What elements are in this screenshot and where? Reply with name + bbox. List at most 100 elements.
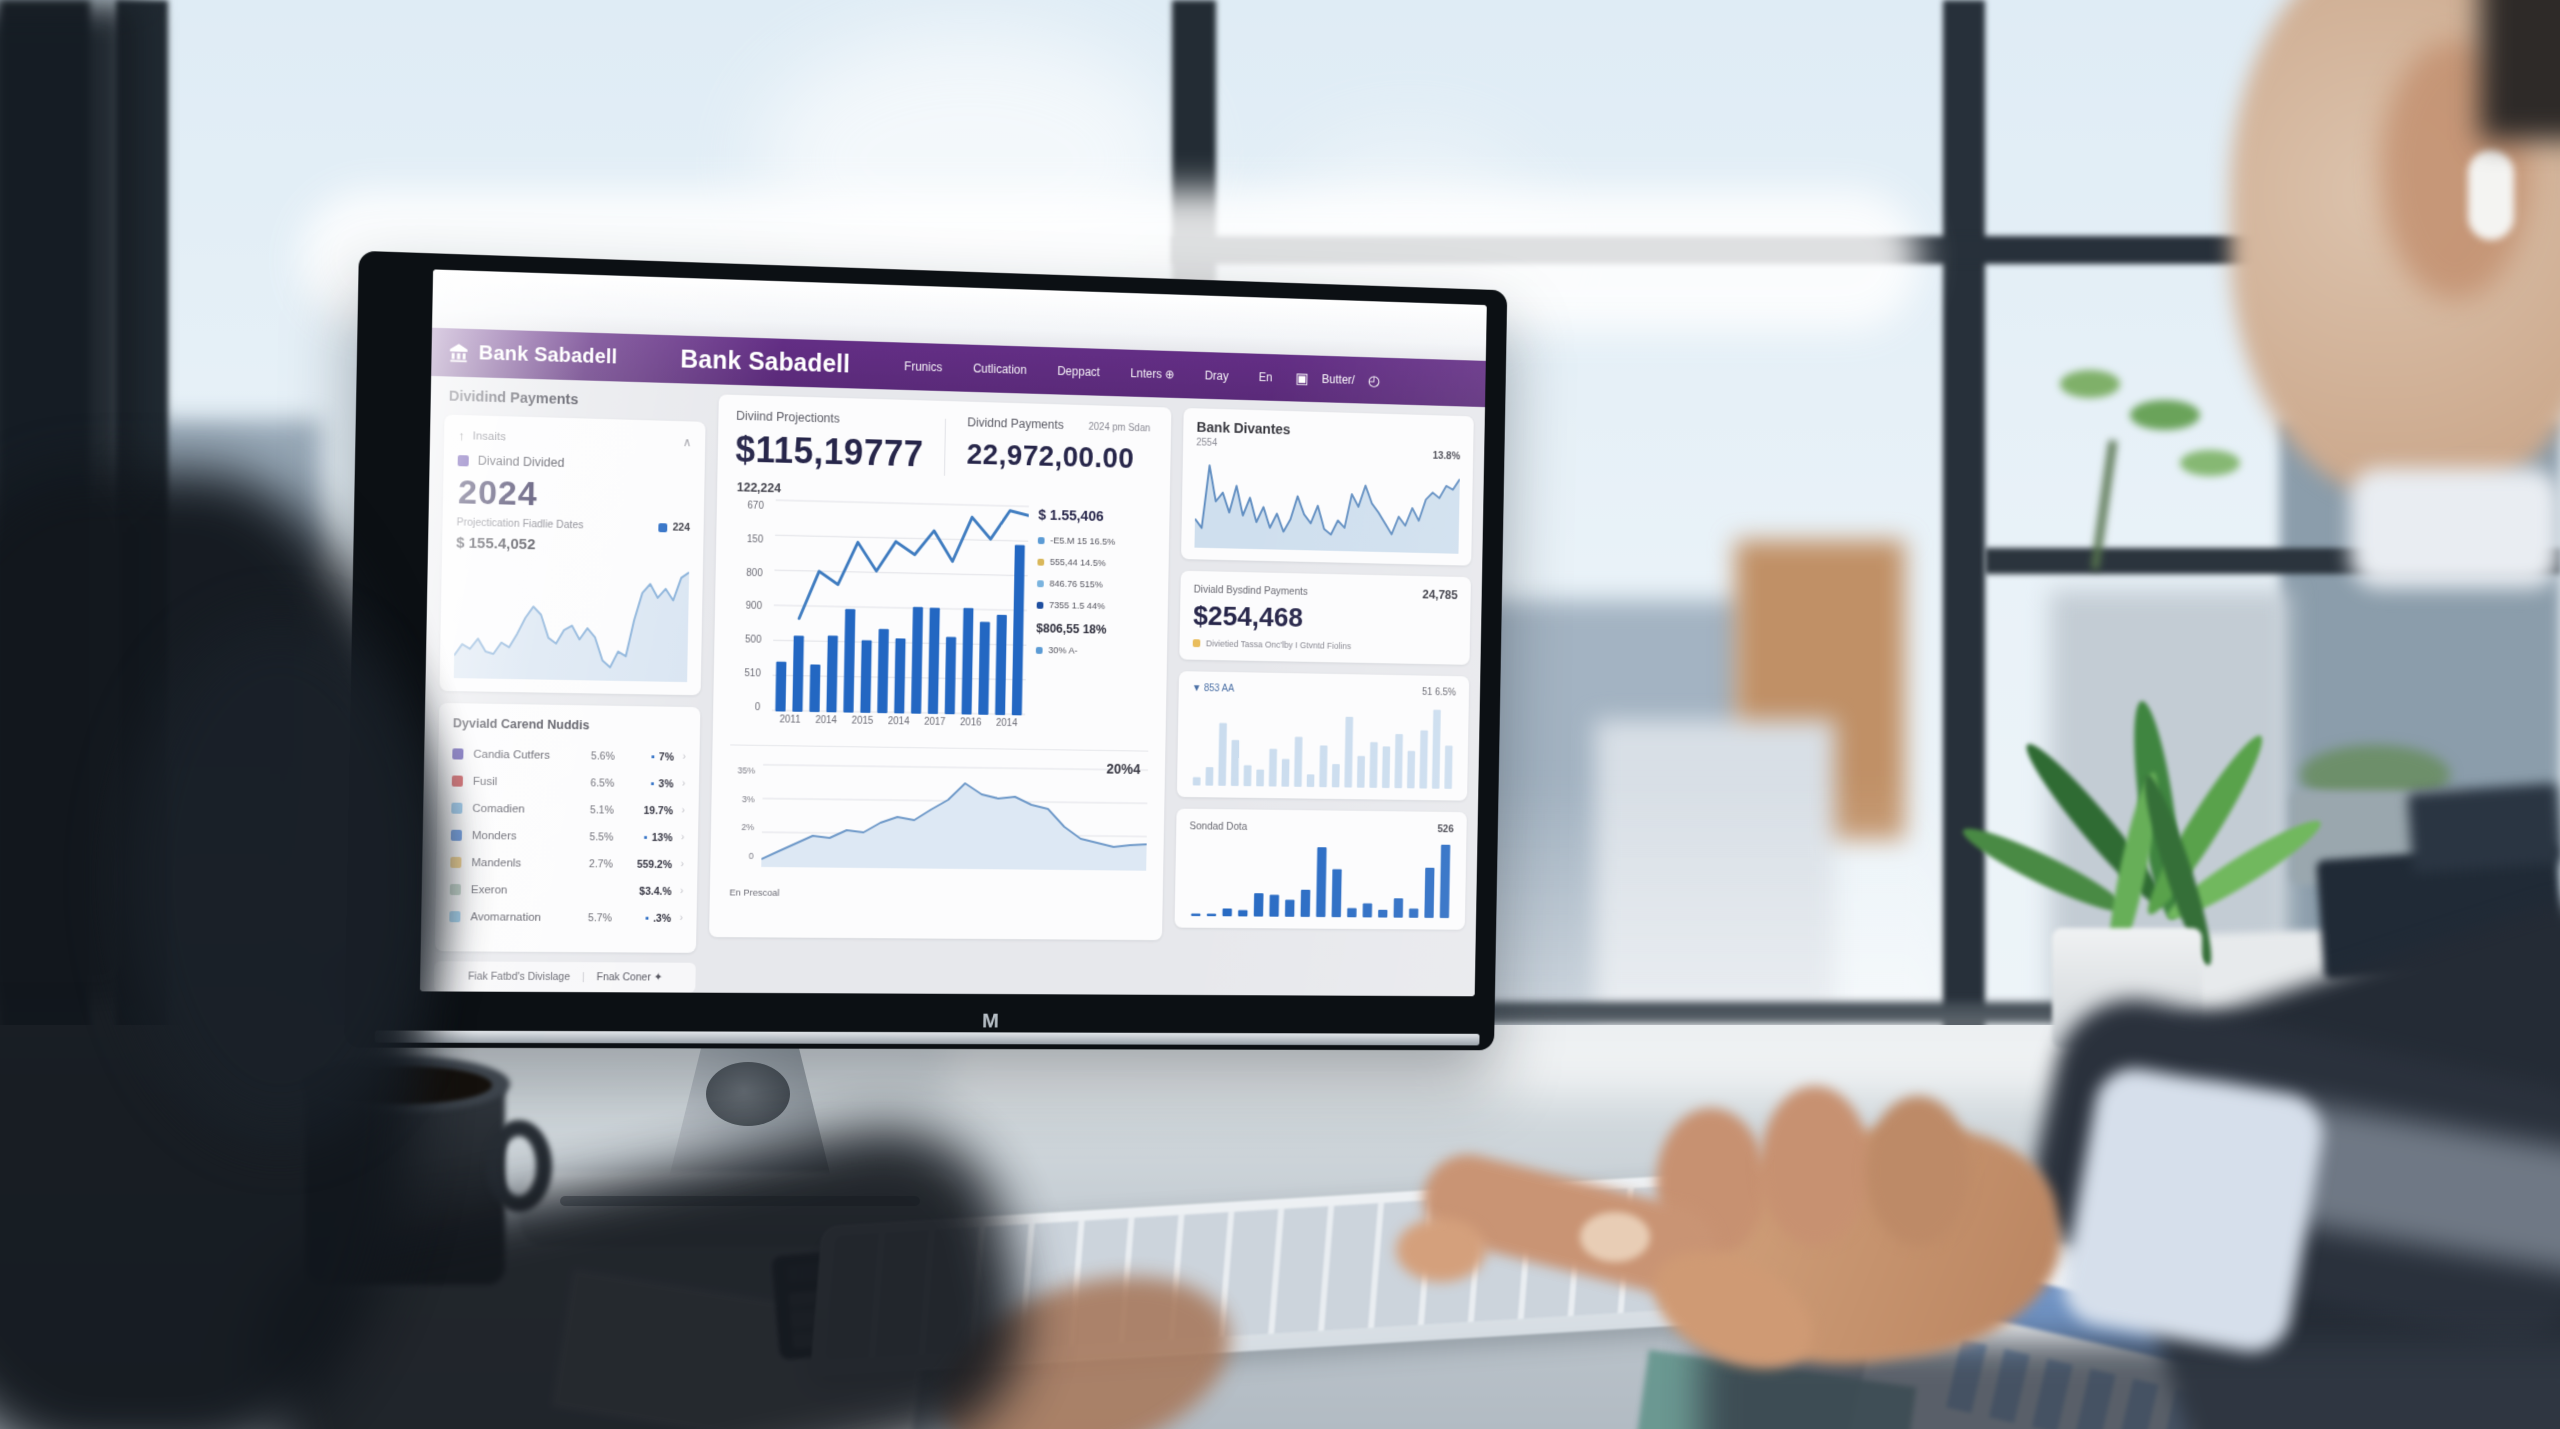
main-nav: Frunics Cutlication Deppact Lnters ⊕ Dray En <box>904 359 1272 384</box>
kpi-payments: Dividnd Payments 2024 pm Sdan 22,972,00.… <box>966 415 1150 476</box>
user-label[interactable]: Butter/ <box>1321 372 1355 387</box>
chevron-right-icon[interactable]: › <box>679 886 684 898</box>
card-title: Diviald Bysdind Payments <box>1193 583 1308 598</box>
page-title: Dividind Payments <box>448 388 579 409</box>
stat-text: 30% A- <box>1048 645 1078 657</box>
sidebar: Dividind Payments ↑ Insaits ∧ Divaind Di… <box>433 386 706 993</box>
holding-label: Avomarnation <box>470 910 542 924</box>
y-tick: 35% <box>737 765 756 776</box>
fingernail <box>1580 1212 1650 1262</box>
holdings-row[interactable]: Exeron $3.4.% › <box>449 876 684 905</box>
chevron-right-icon[interactable]: › <box>681 778 686 790</box>
holding-label: Comadien <box>472 802 525 816</box>
chevron-right-icon[interactable]: › <box>681 805 685 817</box>
stat-dot-icon <box>1037 558 1045 566</box>
chevron-right-icon[interactable]: › <box>679 912 683 924</box>
divantes-sparkline[interactable] <box>1194 454 1460 554</box>
nav-item[interactable]: En <box>1258 370 1273 385</box>
holding-label: Candia Cutfers <box>473 748 551 762</box>
card-value: $254,468 <box>1192 600 1304 633</box>
x-tick: 2014 <box>995 717 1018 730</box>
dividend-area-chart <box>453 560 689 683</box>
holdings-row[interactable]: Monders 5.5% ▪ 13% › <box>450 822 685 852</box>
y-tick: 800 <box>746 567 763 579</box>
collapse-chevron-icon[interactable]: ∧ <box>682 434 692 449</box>
light-bar-chart[interactable] <box>1190 702 1456 789</box>
holding-change: ▪ .3% <box>612 912 671 924</box>
forecast-caption: En Prescoal <box>729 887 780 899</box>
y-tick: 670 <box>747 500 764 512</box>
chevron-right-icon[interactable]: › <box>680 832 685 844</box>
change-value: 19.7% <box>643 804 674 817</box>
holding-change: $3.4.% <box>612 885 671 897</box>
stat-row: 555,44 14.5% <box>1037 557 1151 570</box>
holding-color-swatch <box>449 883 461 896</box>
stat-dot-icon <box>1036 601 1044 609</box>
change-badge-icon: ▪ <box>643 831 648 844</box>
filter-dropdown[interactable]: ▼ 853 AA <box>1191 683 1235 695</box>
holding-change: ▪ 3% <box>614 777 674 790</box>
sondad-card: Sondad Dota 526 <box>1174 808 1467 930</box>
stat-dot-icon <box>1037 580 1044 588</box>
globe-icon[interactable]: ◴ <box>1367 372 1381 390</box>
dividend-summary-card: ↑ Insaits ∧ Divaind Divided 2024 Project… <box>439 414 706 696</box>
card-caption: Divietied Tassa Onc'lby I Gtvntd Fiolins <box>1192 638 1457 653</box>
holding-color-swatch <box>451 802 463 814</box>
card-value: 13.8% <box>1432 449 1461 463</box>
projection-badge: 224 <box>658 521 690 534</box>
brand-logo[interactable]: Bank Sabadell <box>447 341 618 369</box>
forecast-label: 20%4 <box>1106 760 1141 777</box>
payments-summary-card: Diviald Bysdind Payments 24,785 $254,468… <box>1179 570 1471 665</box>
footer-tab-right[interactable]: Fnak Coner ✦ <box>596 971 663 984</box>
finger <box>1866 1096 1970 1246</box>
y-tick: 500 <box>745 634 762 646</box>
x-tick: 2014 <box>887 716 910 728</box>
forecast-y-labels: 35% 3% 2% 0 <box>728 765 755 861</box>
holdings-row[interactable]: Fusil 6.5% ▪ 3% › <box>451 767 686 797</box>
holding-change: ▪ 13% <box>613 831 673 844</box>
header-actions: ▣ Butter/ ◴ <box>1295 369 1380 389</box>
nav-item[interactable]: Cutlication <box>972 361 1027 377</box>
holdings-row[interactable]: Mandenls 2.7% 559.2% › <box>450 849 684 878</box>
small-plant <box>2040 360 2260 580</box>
chevron-right-icon[interactable]: › <box>682 751 686 763</box>
forecast-section: 20%4 35% 3% 2% 0 En Prescoal <box>727 744 1149 904</box>
nav-item[interactable]: Dray <box>1204 368 1229 383</box>
x-tick: 2015 <box>851 715 874 727</box>
footer-tab-left[interactable]: Fiak Fatbd's Divislage <box>467 970 571 984</box>
holdings-row[interactable]: Comadien 5.1% 19.7% › <box>451 795 685 825</box>
kpi2-caption: 2024 pm Sdan <box>1088 421 1151 435</box>
card-icon[interactable]: ▣ <box>1295 370 1309 388</box>
holding-label: Exeron <box>470 883 508 897</box>
chevron-right-icon[interactable]: › <box>680 859 684 871</box>
stat-text: -E5.M 15 16.5% <box>1050 535 1116 548</box>
banking-dashboard: Bank Sabadell Bank Sabadell Frunics Cutli… <box>419 269 1487 997</box>
dividend-combo-chart[interactable] <box>772 499 1029 715</box>
nav-item[interactable]: Lnters ⊕ <box>1130 366 1175 382</box>
kpi-divider <box>944 418 947 476</box>
kpi2-title: Dividnd Payments <box>967 415 1064 432</box>
monitor: Bank Sabadell Bank Sabadell Frunics Cutli… <box>344 250 1508 1051</box>
holding-change: ▪ 7% <box>615 750 674 763</box>
holding-color-swatch <box>450 829 462 841</box>
change-badge-icon: ▪ <box>651 750 656 763</box>
stats-column: $ 1.55,406 -E5.M 15 16.5% <box>1034 506 1152 741</box>
holding-percent: 5.6% <box>590 749 615 763</box>
bank-building-icon <box>449 343 468 363</box>
nav-item[interactable]: Frunics <box>904 359 943 375</box>
holdings-row[interactable]: Candia Cutfers 5.6% ▪ 7% › <box>452 740 686 770</box>
nav-item[interactable]: Deppact <box>1057 364 1101 380</box>
right-panel: Bank Divantes 2554 13.8% Diviald Bysdind… <box>1173 407 1474 996</box>
projections-card: Diviind Projectionts $115,19777 Dividnd … <box>709 394 1172 941</box>
person-hair <box>2480 0 2560 140</box>
kpi2-value: 22,972,00.00 <box>966 439 1135 475</box>
holding-percent: 5.7% <box>587 911 612 924</box>
sondad-bar-chart[interactable] <box>1188 838 1454 919</box>
stat-row: 7355 1.5 44% <box>1036 600 1151 613</box>
series-color-swatch <box>457 454 469 466</box>
brand-name-center: Bank Sabadell <box>680 345 851 378</box>
app-body: Dividind Payments ↑ Insaits ∧ Divaind Di… <box>419 375 1486 997</box>
holdings-row[interactable]: Avomarnation 5.7% ▪ .3% › <box>449 903 683 932</box>
forecast-area-chart[interactable] <box>761 764 1148 871</box>
